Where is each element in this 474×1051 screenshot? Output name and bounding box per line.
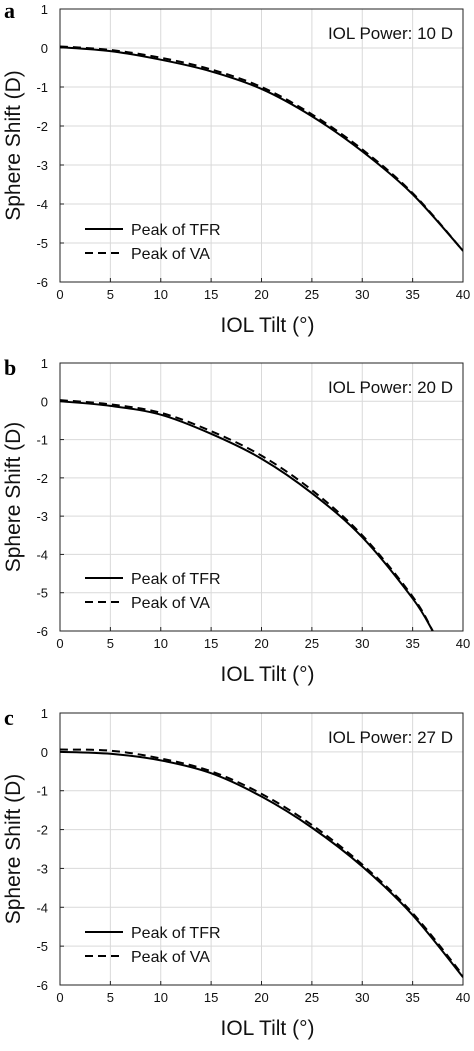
power-annotation: IOL Power: 20 D [328, 378, 453, 397]
power-annotation: IOL Power: 10 D [328, 24, 453, 43]
y-tick-label: -4 [36, 547, 48, 562]
series-line-peak-of-tfr [60, 750, 463, 978]
x-tick-label: 40 [456, 636, 470, 651]
x-tick-label: 40 [456, 287, 470, 302]
x-tick-label: 5 [107, 990, 114, 1005]
legend-label: Peak of TFR [131, 222, 221, 239]
x-tick-label: 10 [154, 990, 168, 1005]
y-tick-label: -5 [36, 939, 48, 954]
y-tick-label: -6 [36, 978, 48, 993]
x-tick-label: 15 [204, 636, 218, 651]
y-axis-label: Sphere Shift (D) [2, 70, 25, 221]
x-tick-label: 20 [254, 636, 268, 651]
x-tick-label: 35 [405, 636, 419, 651]
y-tick-label: -1 [36, 80, 48, 95]
legend-label: Peak of TFR [131, 925, 221, 942]
legend-label: Peak of TFR [131, 571, 221, 588]
y-tick-label: -2 [36, 823, 48, 838]
series-line-peak-of-va [60, 45, 463, 252]
x-tick-label: 25 [305, 636, 319, 651]
x-axis-label: IOL Tilt (°) [221, 314, 315, 337]
panel-label: b [4, 355, 16, 380]
x-tick-label: 0 [56, 990, 63, 1005]
y-tick-label: -2 [36, 119, 48, 134]
y-tick-label: 1 [41, 2, 48, 17]
y-tick-label: -3 [36, 158, 48, 173]
x-tick-label: 0 [56, 287, 63, 302]
y-tick-label: -2 [36, 471, 48, 486]
panel-label: a [4, 0, 15, 23]
legend-label: Peak of VA [131, 949, 210, 966]
y-tick-label: 1 [41, 706, 48, 721]
series-line-peak-of-va [60, 399, 434, 631]
y-tick-label: 0 [41, 41, 48, 56]
y-tick-label: -1 [36, 784, 48, 799]
y-tick-label: -4 [36, 197, 48, 212]
x-axis-label: IOL Tilt (°) [221, 663, 315, 686]
x-tick-label: 5 [107, 287, 114, 302]
x-tick-label: 30 [355, 636, 369, 651]
y-tick-label: -3 [36, 509, 48, 524]
y-axis-label: Sphere Shift (D) [2, 422, 25, 573]
x-tick-label: 35 [405, 287, 419, 302]
panel-label: c [4, 705, 14, 730]
x-tick-label: 20 [254, 990, 268, 1005]
x-tick-label: 30 [355, 287, 369, 302]
x-tick-label: 15 [204, 287, 218, 302]
x-tick-label: 10 [154, 287, 168, 302]
x-tick-label: 5 [107, 636, 114, 651]
power-annotation: IOL Power: 27 D [328, 728, 453, 747]
x-axis-label: IOL Tilt (°) [221, 1017, 315, 1040]
y-tick-label: -6 [36, 275, 48, 290]
y-tick-label: 0 [41, 394, 48, 409]
x-tick-label: 30 [355, 990, 369, 1005]
series-line-peak-of-tfr [60, 400, 434, 631]
y-tick-label: 0 [41, 745, 48, 760]
y-tick-label: -1 [36, 433, 48, 448]
legend-label: Peak of VA [131, 595, 210, 612]
y-axis-label: Sphere Shift (D) [2, 774, 25, 925]
y-tick-label: -6 [36, 624, 48, 639]
y-tick-label: -5 [36, 586, 48, 601]
y-tick-label: -4 [36, 900, 48, 915]
x-tick-label: 25 [305, 287, 319, 302]
x-tick-label: 35 [405, 990, 419, 1005]
y-tick-label: -3 [36, 861, 48, 876]
y-tick-label: -5 [36, 236, 48, 251]
legend-label: Peak of VA [131, 246, 210, 263]
x-tick-label: 25 [305, 990, 319, 1005]
x-tick-label: 0 [56, 636, 63, 651]
x-tick-label: 10 [154, 636, 168, 651]
series-line-peak-of-va [60, 748, 463, 976]
x-tick-label: 15 [204, 990, 218, 1005]
x-tick-label: 20 [254, 287, 268, 302]
y-tick-label: 1 [41, 356, 48, 371]
x-tick-label: 40 [456, 990, 470, 1005]
